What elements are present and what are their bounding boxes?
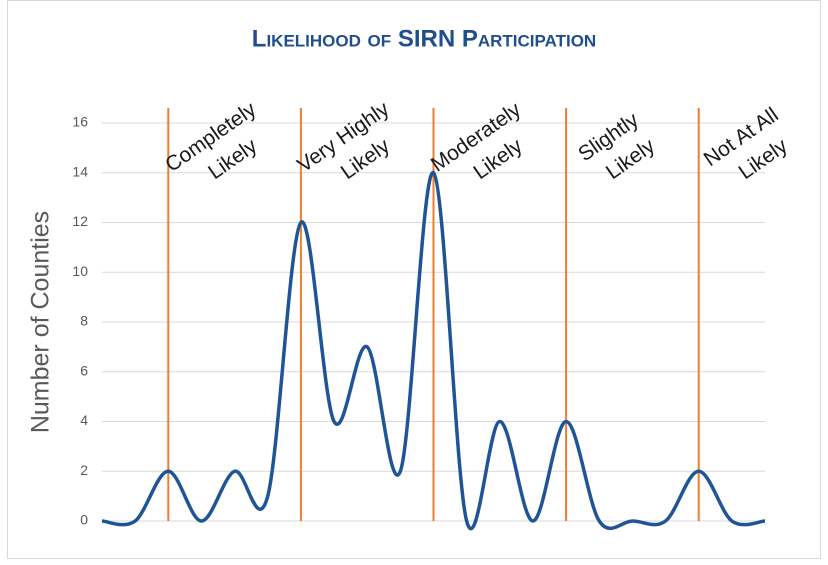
data-line (101, 170, 766, 531)
y-tick-label: 8 (80, 313, 88, 329)
y-tick-label: 2 (80, 462, 88, 478)
y-tick-label: 10 (72, 263, 88, 279)
y-tick-label: 4 (80, 412, 88, 428)
y-axis-label: Number of Counties (27, 211, 55, 433)
y-tick-label: 6 (80, 362, 88, 378)
y-tick-label: 12 (72, 213, 88, 229)
chart-frame (7, 0, 821, 559)
y-tick-label: 14 (72, 163, 88, 179)
y-tick-label: 16 (72, 114, 88, 130)
chart-title: Likelihood of SIRN Participation (252, 25, 596, 52)
y-tick-label: 0 (80, 512, 88, 528)
